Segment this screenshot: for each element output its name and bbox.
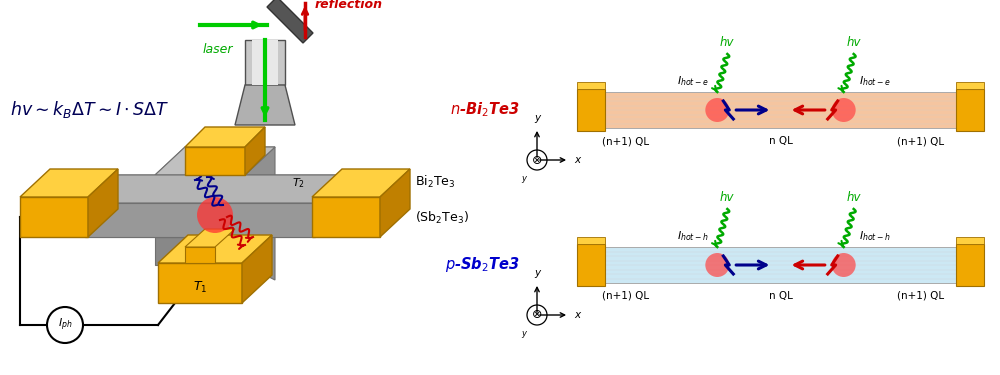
Text: (n+1) QL: (n+1) QL xyxy=(602,291,650,301)
Polygon shape xyxy=(20,169,118,197)
Text: y: y xyxy=(521,329,526,338)
Polygon shape xyxy=(185,229,235,247)
Text: $T_2$: $T_2$ xyxy=(292,176,305,190)
Text: x: x xyxy=(574,155,580,165)
Polygon shape xyxy=(88,169,118,237)
Circle shape xyxy=(832,98,856,122)
Polygon shape xyxy=(158,263,242,303)
Bar xyxy=(577,244,605,286)
Bar xyxy=(577,82,605,89)
Polygon shape xyxy=(242,235,272,303)
Text: hv: hv xyxy=(846,191,861,204)
Text: $I_{hot-h}$: $I_{hot-h}$ xyxy=(677,229,709,243)
Bar xyxy=(956,237,984,244)
Text: y: y xyxy=(534,113,540,123)
Text: (n+1) QL: (n+1) QL xyxy=(897,291,945,301)
Text: reflection: reflection xyxy=(315,0,383,12)
Polygon shape xyxy=(235,85,295,125)
Circle shape xyxy=(197,197,233,233)
Text: $I_{hot-h}$: $I_{hot-h}$ xyxy=(859,229,891,243)
Circle shape xyxy=(47,307,83,343)
Text: $n$-Bi$_2$Te3: $n$-Bi$_2$Te3 xyxy=(450,100,520,119)
Bar xyxy=(605,92,956,128)
Circle shape xyxy=(527,150,547,170)
Circle shape xyxy=(527,305,547,325)
Polygon shape xyxy=(245,127,265,175)
Bar xyxy=(956,244,984,286)
Polygon shape xyxy=(155,147,275,175)
Circle shape xyxy=(832,253,856,277)
Polygon shape xyxy=(380,169,410,237)
Text: n QL: n QL xyxy=(769,291,792,301)
Polygon shape xyxy=(312,169,410,197)
Bar xyxy=(956,89,984,131)
Polygon shape xyxy=(245,40,285,85)
Polygon shape xyxy=(185,247,215,263)
Text: $p$-Sb$_2$Te3: $p$-Sb$_2$Te3 xyxy=(445,255,520,274)
Polygon shape xyxy=(85,203,315,237)
Text: laser: laser xyxy=(203,43,233,56)
Polygon shape xyxy=(155,147,275,175)
Text: $I_{hot-e}$: $I_{hot-e}$ xyxy=(859,74,891,88)
Bar xyxy=(956,82,984,89)
Polygon shape xyxy=(85,203,315,237)
Circle shape xyxy=(705,98,729,122)
Circle shape xyxy=(705,253,729,277)
Text: $I_{hot-e}$: $I_{hot-e}$ xyxy=(677,74,709,88)
Text: n QL: n QL xyxy=(769,136,792,146)
Text: ⊗: ⊗ xyxy=(532,153,542,166)
Text: y: y xyxy=(521,174,526,183)
Polygon shape xyxy=(158,235,272,263)
Text: hv: hv xyxy=(846,36,861,49)
Text: hv: hv xyxy=(720,36,735,49)
Polygon shape xyxy=(245,147,275,280)
Text: hv: hv xyxy=(720,191,735,204)
Text: $T_1$: $T_1$ xyxy=(193,279,207,294)
Polygon shape xyxy=(20,197,88,237)
Polygon shape xyxy=(85,175,345,203)
Polygon shape xyxy=(252,40,278,85)
Bar xyxy=(577,237,605,244)
Text: $hv \sim k_B\Delta T \sim I \cdot S\Delta T$: $hv \sim k_B\Delta T \sim I \cdot S\Delt… xyxy=(10,99,169,120)
Text: ⊗: ⊗ xyxy=(532,309,542,321)
Polygon shape xyxy=(185,147,245,175)
Text: (n+1) QL: (n+1) QL xyxy=(602,136,650,146)
Polygon shape xyxy=(185,127,265,147)
Polygon shape xyxy=(155,237,245,265)
Polygon shape xyxy=(312,197,380,237)
Polygon shape xyxy=(267,0,313,43)
Text: (Sb$_2$Te$_3$): (Sb$_2$Te$_3$) xyxy=(415,210,469,226)
Text: $I_{ph}$: $I_{ph}$ xyxy=(58,317,72,333)
Text: Bi$_2$Te$_3$: Bi$_2$Te$_3$ xyxy=(415,174,455,190)
Text: (n+1) QL: (n+1) QL xyxy=(897,136,945,146)
Text: y: y xyxy=(534,268,540,278)
Polygon shape xyxy=(85,175,345,203)
Text: x: x xyxy=(574,310,580,320)
Bar xyxy=(605,247,956,283)
Bar xyxy=(577,89,605,131)
